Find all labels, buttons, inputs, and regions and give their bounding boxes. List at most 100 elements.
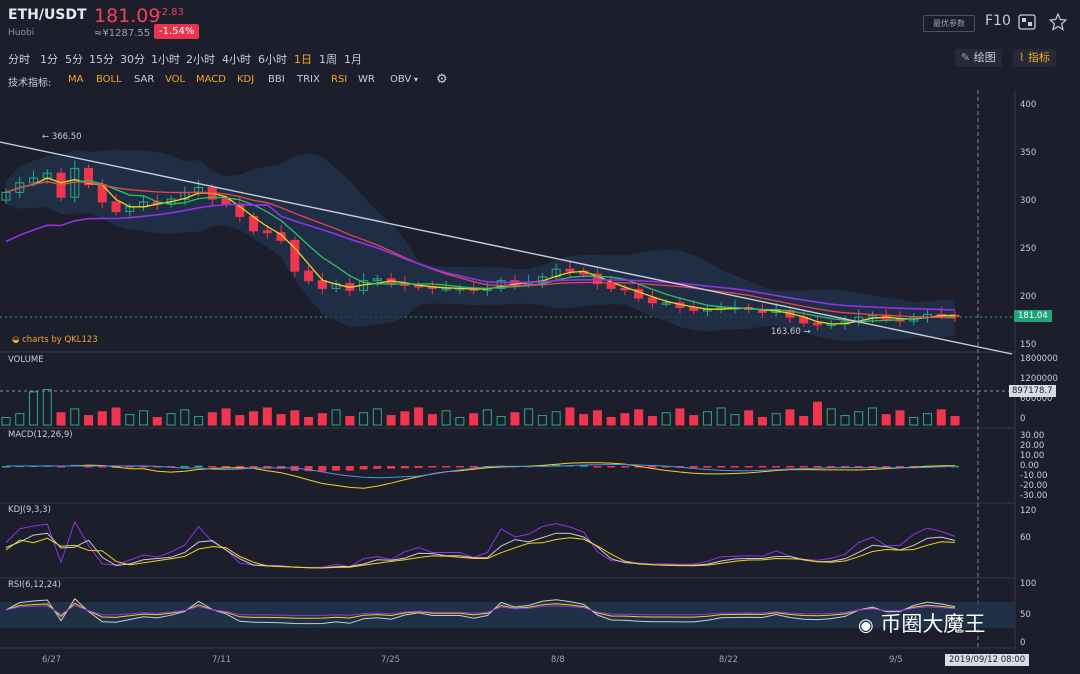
ind-boll[interactable]: BOLL [96, 74, 122, 85]
date-label-2: 7/11 [212, 655, 232, 665]
tf-15min[interactable]: 15分 [89, 53, 114, 66]
macd-bar [208, 466, 217, 468]
macd-bar [387, 466, 396, 469]
macd-bar [895, 466, 904, 468]
macd-bar [249, 466, 258, 469]
volume-bar [551, 411, 561, 426]
ind-vol[interactable]: VOL [165, 74, 186, 85]
tf-4h[interactable]: 4小时 [222, 53, 251, 66]
tf-6h[interactable]: 6小时 [258, 53, 287, 66]
ind-macd[interactable]: MACD [196, 74, 226, 85]
volume-bar [221, 408, 231, 426]
volume-bar [441, 410, 451, 426]
last-price: 181.09 [94, 5, 161, 27]
gear-icon[interactable]: ⚙ [436, 72, 448, 87]
macd-bar [469, 466, 478, 468]
volume-bar [565, 407, 575, 426]
low-annotation-value: 163.60 [771, 327, 801, 337]
grid-icon[interactable] [1018, 14, 1036, 34]
volume-bar [42, 389, 52, 426]
macd-tick-1: 30.00 [1020, 431, 1045, 441]
volume-bar [867, 407, 877, 426]
macd-bar [799, 466, 808, 468]
ind-bbi[interactable]: BBI [268, 74, 285, 85]
macd-bar [951, 465, 959, 468]
tf-1h[interactable]: 1小时 [151, 53, 180, 66]
indicator-button[interactable]: ⌇ 指标 [1013, 49, 1056, 67]
tf-1mo[interactable]: 1月 [344, 53, 362, 66]
macd-tick-7: -30.00 [1020, 491, 1048, 501]
volume-bar [579, 414, 589, 426]
tf-5min[interactable]: 5分 [65, 53, 83, 66]
tf-fenshi[interactable]: 分时 [8, 53, 30, 66]
macd-bar [813, 466, 822, 468]
candle [606, 283, 616, 289]
macd-bar [194, 465, 203, 468]
ind-rsi[interactable]: RSI [331, 74, 348, 85]
best-params-button[interactable]: 最优参数 [923, 15, 975, 32]
ticker-header: ETH/USDT Huobi 181.09 -2.83 ≈¥1287.55 -1… [0, 0, 1080, 46]
f10-button[interactable]: F10 [985, 13, 1011, 29]
volume-tag: 897178.7 [1009, 385, 1056, 397]
macd-bar [455, 466, 464, 468]
ind-trix[interactable]: TRIX [297, 74, 320, 85]
price-tick-300: 300 [1020, 196, 1037, 206]
ind-ma[interactable]: MA [68, 74, 84, 85]
volume-bar [895, 410, 905, 426]
crosshair-date-tag: 2019/09/12 08:00 [945, 654, 1030, 666]
tf-1d[interactable]: 1日 [294, 53, 312, 66]
volume-bar [785, 409, 795, 426]
chart-canvas[interactable] [0, 90, 1080, 674]
tf-1min[interactable]: 1分 [40, 53, 58, 66]
volume-bar [97, 411, 107, 426]
rsi12-line [5, 602, 956, 619]
volume-bar [840, 415, 850, 426]
cny-price: ≈¥1287.55 [94, 28, 151, 39]
macd-tick-4: 0.00 [1020, 461, 1039, 471]
macd-bar [428, 466, 437, 468]
macd-bar [98, 466, 107, 468]
tf-2h[interactable]: 2小时 [186, 53, 215, 66]
candle [262, 230, 272, 234]
rsi-tick-3: 0 [1020, 638, 1026, 648]
volume-bar [194, 416, 204, 426]
volume-bar [606, 417, 616, 426]
macd-tick-3: 10.00 [1020, 451, 1045, 461]
volume-bar [702, 411, 712, 426]
volume-bar [207, 412, 217, 426]
volume-bar [524, 408, 534, 426]
pair-name[interactable]: ETH/USDT [8, 7, 87, 23]
price-change: -2.83 [158, 7, 184, 18]
ma30-line [5, 180, 956, 319]
volume-bar [826, 408, 836, 426]
candle [496, 280, 506, 289]
vol-tick-2: 1200000 [1020, 374, 1058, 384]
ma10-line [5, 180, 956, 323]
ind-sar[interactable]: SAR [134, 74, 155, 85]
macd-bar [414, 466, 423, 468]
caret-icon[interactable]: ▾ [414, 75, 419, 84]
tf-30min[interactable]: 30分 [120, 53, 145, 66]
tf-1w[interactable]: 1周 [319, 53, 337, 66]
draw-button[interactable]: ✎ 绘图 [955, 49, 1002, 67]
macd-bar [758, 466, 767, 468]
candle [111, 201, 121, 213]
star-icon[interactable] [1048, 12, 1068, 35]
low-annotation: 163.60 → [771, 327, 811, 337]
macd-bar [662, 466, 671, 468]
volume-bar [290, 410, 300, 426]
volume-bar [812, 401, 822, 426]
ind-obv[interactable]: OBV [390, 74, 412, 85]
rsi6-line [5, 598, 956, 625]
ind-wr[interactable]: WR [358, 74, 375, 85]
macd-bar [744, 466, 753, 468]
macd-bar [785, 466, 794, 468]
kdj-tick-2: 60 [1020, 533, 1031, 543]
volume-bar [262, 407, 272, 426]
volume-bar [400, 411, 410, 426]
macd-bar [689, 466, 698, 468]
date-label-6: 9/5 [889, 655, 903, 665]
macd-dif-line [6, 462, 956, 489]
ind-kdj[interactable]: KDJ [237, 74, 255, 85]
vol-tick-1: 1800000 [1020, 354, 1058, 364]
